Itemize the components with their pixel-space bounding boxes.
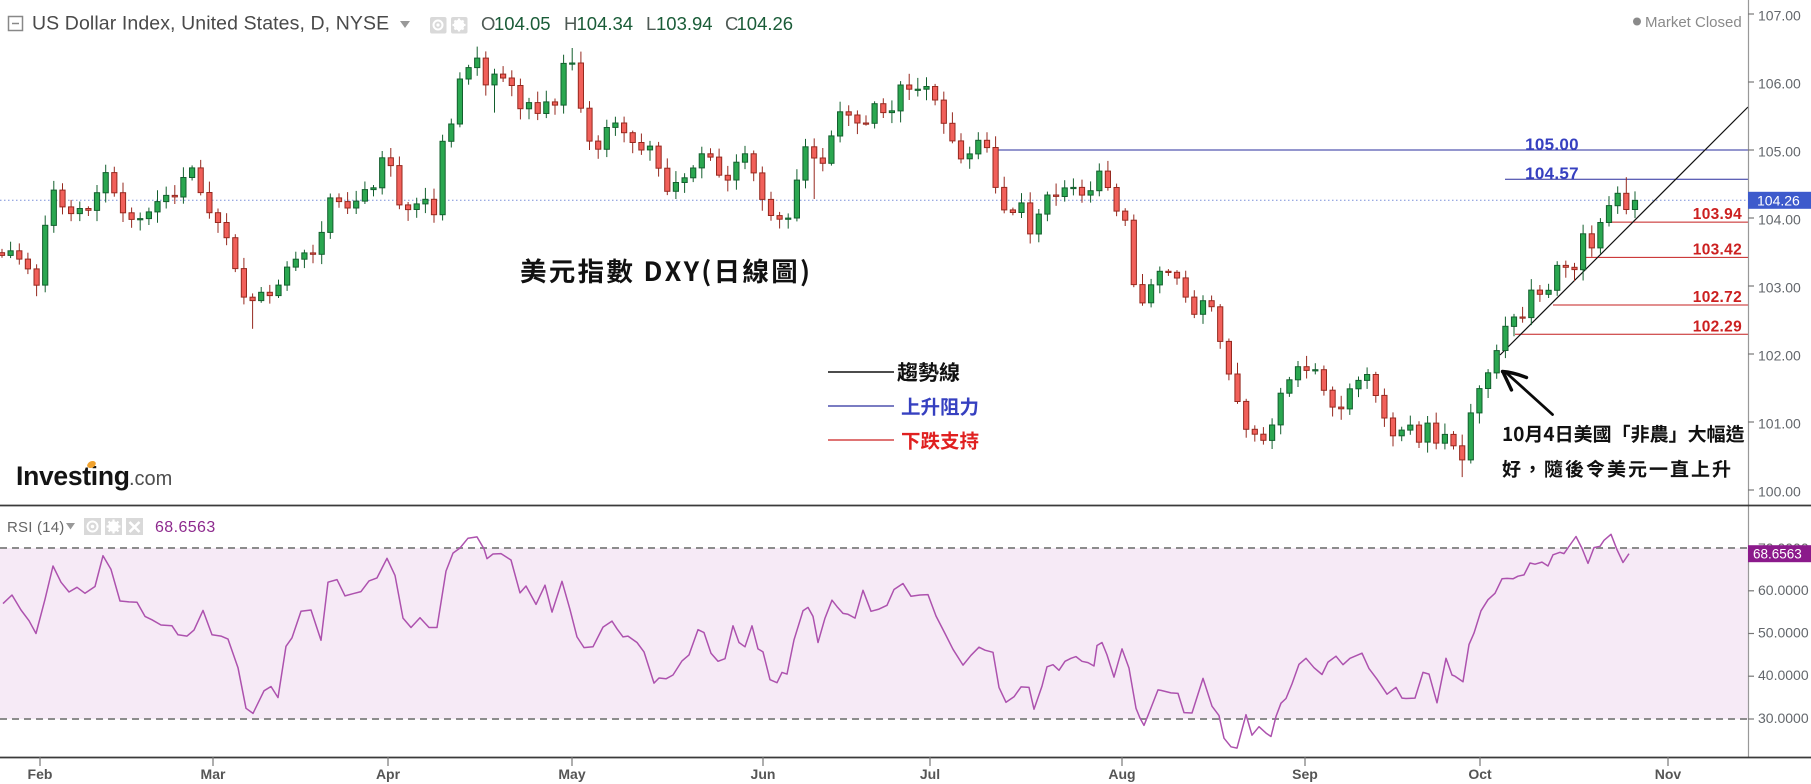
- svg-text:30.0000: 30.0000: [1758, 710, 1809, 726]
- svg-text:Jun: Jun: [751, 766, 776, 782]
- svg-text:103.94: 103.94: [656, 13, 713, 34]
- svg-text:103.94: 103.94: [1693, 206, 1742, 223]
- svg-text:103.42: 103.42: [1693, 241, 1742, 258]
- svg-text:50.0000: 50.0000: [1758, 625, 1809, 641]
- svg-text:68.6563: 68.6563: [1753, 547, 1802, 562]
- svg-text:104.00: 104.00: [1758, 212, 1801, 228]
- svg-text:H: H: [564, 13, 577, 34]
- svg-text:106.00: 106.00: [1758, 76, 1801, 92]
- svg-text:101.00: 101.00: [1758, 416, 1801, 432]
- svg-text:100.00: 100.00: [1758, 484, 1801, 500]
- svg-text:O: O: [481, 13, 495, 34]
- svg-text:102.29: 102.29: [1693, 318, 1742, 335]
- svg-text:Mar: Mar: [201, 766, 226, 782]
- svg-text:107.00: 107.00: [1758, 8, 1801, 24]
- svg-text:Oct: Oct: [1468, 766, 1492, 782]
- svg-text:US Dollar Index, United States: US Dollar Index, United States, D, NYSE: [32, 13, 389, 35]
- svg-text:60.0000: 60.0000: [1758, 582, 1809, 598]
- svg-text:Aug: Aug: [1108, 766, 1135, 782]
- svg-text:102.72: 102.72: [1693, 289, 1742, 306]
- svg-text:105.00: 105.00: [1758, 144, 1801, 160]
- svg-text:104.26: 104.26: [1757, 192, 1800, 208]
- svg-text:104.26: 104.26: [737, 13, 794, 34]
- svg-text:Jul: Jul: [920, 766, 940, 782]
- svg-text:Sep: Sep: [1292, 766, 1318, 782]
- svg-text:102.00: 102.00: [1758, 348, 1801, 364]
- svg-text:May: May: [558, 766, 585, 782]
- svg-text:RSI (14): RSI (14): [7, 519, 64, 536]
- svg-text:68.6563: 68.6563: [155, 519, 216, 536]
- svg-text:104.05: 104.05: [494, 13, 551, 34]
- svg-text:Apr: Apr: [376, 766, 401, 782]
- svg-text:.com: .com: [129, 468, 172, 490]
- svg-text:104.57: 104.57: [1525, 164, 1579, 183]
- svg-text:Market Closed: Market Closed: [1645, 14, 1742, 31]
- svg-text:C: C: [725, 13, 738, 34]
- svg-text:Nov: Nov: [1655, 766, 1682, 782]
- svg-text:L: L: [646, 13, 656, 34]
- svg-text:103.00: 103.00: [1758, 280, 1801, 296]
- svg-text:104.34: 104.34: [577, 13, 634, 34]
- svg-text:40.0000: 40.0000: [1758, 667, 1809, 683]
- svg-text:Investing: Investing: [16, 461, 130, 491]
- svg-text:Feb: Feb: [28, 766, 53, 782]
- svg-text:105.00: 105.00: [1525, 135, 1579, 154]
